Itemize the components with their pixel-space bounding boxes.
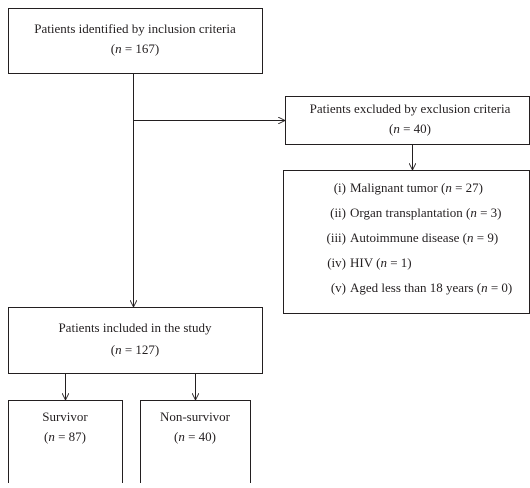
box-included bbox=[8, 307, 263, 374]
item-marker: (iv) bbox=[327, 255, 346, 270]
item-marker: (v) bbox=[331, 280, 346, 295]
node-label: Patients excluded by exclusion criteria bbox=[310, 101, 511, 116]
node-label: Patients included in the study bbox=[58, 320, 212, 335]
item-marker: (iii) bbox=[327, 230, 347, 245]
item-marker: (ii) bbox=[330, 205, 346, 220]
item-text: HIV (n = 1) bbox=[350, 255, 412, 270]
box-exclusion-list bbox=[283, 170, 530, 314]
box-excluded bbox=[285, 96, 530, 145]
box-identified bbox=[8, 8, 263, 74]
box-survivor bbox=[8, 400, 123, 488]
node-count: (n = 40) bbox=[389, 121, 431, 136]
item-marker: (i) bbox=[334, 180, 346, 195]
node-label: Patients identified by inclusion criteri… bbox=[34, 21, 236, 36]
item-text: Malignant tumor (n = 27) bbox=[350, 180, 483, 195]
node-label: Survivor bbox=[42, 409, 88, 424]
node-label: Non-survivor bbox=[160, 409, 231, 424]
node-count: (n = 127) bbox=[111, 342, 160, 357]
node-count: (n = 167) bbox=[111, 41, 160, 56]
exclusion-list: (i) Malignant tumor (n = 27) (ii) Organ tra… bbox=[327, 180, 513, 295]
item-text: Autoimmune disease (n = 9) bbox=[350, 230, 498, 245]
node-count: (n = 87) bbox=[44, 429, 86, 444]
node-count: (n = 40) bbox=[174, 429, 216, 444]
box-non-survivor bbox=[140, 400, 251, 488]
item-text: Aged less than 18 years (n = 0) bbox=[350, 280, 512, 295]
item-text: Organ transplantation (n = 3) bbox=[350, 205, 502, 220]
